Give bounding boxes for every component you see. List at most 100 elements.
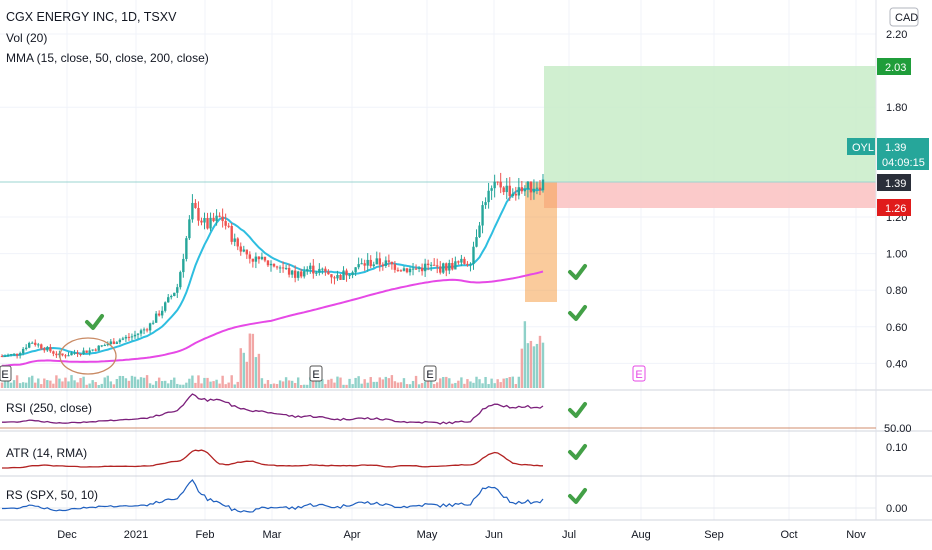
price-tick-label: 0.60 [886, 322, 907, 334]
candle-body [94, 349, 97, 351]
volume-bar [278, 380, 282, 388]
candle-body [254, 256, 258, 262]
candle-body [532, 188, 536, 193]
volume-bar [173, 377, 176, 388]
rs-indicator-label[interactable]: RS (SPX, 50, 10) [6, 488, 99, 502]
candle-body [333, 277, 336, 279]
volume-indicator-label[interactable]: Vol (20) [6, 31, 48, 45]
candle-body [239, 246, 242, 252]
volume-bar [303, 384, 306, 388]
check-marks [85, 264, 587, 504]
volume-bar [484, 376, 487, 388]
candle-body [309, 265, 312, 270]
stop-zone[interactable] [544, 182, 876, 208]
candle-body [493, 181, 496, 189]
time-tick-label: Mar [263, 529, 282, 541]
volume-bar [315, 375, 318, 388]
volume-bar [191, 375, 194, 388]
candle-body [300, 271, 303, 277]
candle-body [363, 263, 366, 266]
volume-bar [354, 377, 357, 388]
mma-indicator-label[interactable]: MMA (15, close, 50, close, 200, close) [6, 51, 209, 65]
candle-body [375, 258, 378, 265]
volume-bar [520, 348, 524, 388]
volume-bar [182, 384, 185, 388]
volume-bar [375, 381, 378, 388]
candle-body [188, 219, 191, 239]
target-badge-label: 2.03 [885, 62, 906, 74]
volume-bar [432, 384, 436, 388]
volume-bar [360, 383, 363, 388]
candle-body [3, 355, 7, 357]
candle-body [215, 215, 218, 222]
volume-bar [46, 380, 49, 388]
volume-bar [21, 382, 25, 388]
rsi-indicator-label[interactable]: RSI (250, close) [6, 401, 93, 415]
volume-bar [73, 380, 76, 388]
volume-bar [439, 378, 442, 388]
candle-body [472, 246, 475, 264]
volume-bar [339, 377, 342, 388]
candle-body [191, 202, 194, 220]
candle-body [318, 268, 321, 273]
volume-bar [420, 383, 424, 388]
ma200-line [1, 270, 544, 367]
volume-bar [429, 377, 433, 388]
oyl-symbol-badge[interactable] [847, 138, 875, 155]
candle-body [85, 350, 88, 353]
candle-body [523, 189, 527, 192]
price-tick-label: 1.00 [886, 249, 907, 261]
candle-body [290, 270, 294, 275]
volume-bar [293, 382, 297, 388]
volume-bar [312, 375, 315, 388]
volume-bar [387, 378, 391, 388]
candle-body [324, 268, 327, 272]
candle-body [484, 202, 487, 206]
candle-body [9, 354, 13, 356]
candle-body [209, 217, 212, 229]
candle-body [448, 262, 451, 271]
volume-bar [399, 382, 403, 388]
volume-bar [94, 382, 97, 388]
price-tick-label: 2.20 [886, 29, 907, 41]
volume-bar [275, 383, 279, 388]
volume-bar [251, 333, 255, 388]
candle-body [164, 302, 167, 311]
candle-body [218, 215, 221, 217]
candle-body [170, 295, 173, 298]
candle-body [118, 339, 122, 343]
currency-button[interactable] [889, 7, 919, 27]
volume-bar [384, 376, 388, 388]
volume-bar [345, 384, 348, 388]
volume-bar [466, 379, 469, 388]
volume-bar [85, 384, 88, 388]
last-price-badge [877, 174, 911, 191]
candle-body [275, 266, 279, 268]
candle-body [423, 263, 427, 272]
volume-bar [296, 377, 300, 388]
candle-body [91, 349, 94, 351]
volume-bar [37, 378, 40, 388]
candle-body [399, 270, 403, 272]
target-zone[interactable] [544, 66, 876, 182]
candle-body [97, 345, 100, 351]
volume-bar [67, 381, 70, 388]
circle-annotation [59, 337, 117, 375]
earnings-markers[interactable]: E E E E [0, 365, 646, 382]
atr-indicator-label[interactable]: ATR (14, RMA) [6, 446, 88, 460]
candle-body [58, 353, 61, 356]
candle-body [197, 207, 200, 221]
time-tick-label: Oct [780, 529, 797, 541]
volume-bar [34, 382, 37, 388]
volume-bar [436, 382, 439, 388]
candle-body [185, 238, 188, 259]
volume-bar [472, 382, 475, 388]
volume-bar [414, 375, 418, 388]
time-axis[interactable]: Dec 2021 Feb Mar Apr May Jun Jul Aug Sep Oct Nov [57, 529, 866, 541]
volume-bar [493, 383, 496, 388]
chart-title[interactable]: CGX ENERGY INC, 1D, TSXV [6, 10, 177, 24]
volume-bar [260, 378, 264, 388]
candle-body [420, 267, 424, 272]
candle-body [287, 267, 291, 275]
